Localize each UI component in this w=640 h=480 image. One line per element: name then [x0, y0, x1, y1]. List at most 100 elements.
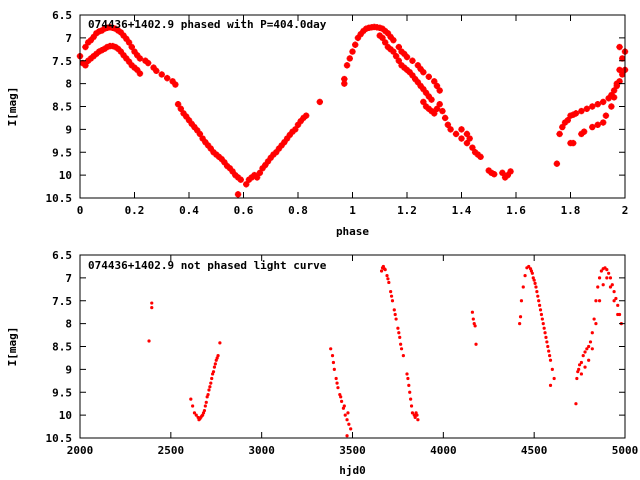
phased-data-point — [101, 45, 108, 53]
unphased-data-point — [407, 383, 411, 387]
phased-data-point — [354, 34, 362, 42]
phased-data-point — [420, 85, 427, 93]
unphased-data-point — [577, 367, 581, 371]
phased-data-point — [278, 142, 285, 149]
phased-data-point — [172, 81, 179, 88]
unphased-data-point — [519, 299, 524, 303]
unphased-data-point — [594, 322, 598, 326]
phased-data-point — [125, 58, 133, 65]
phased-data-point — [114, 45, 122, 53]
phased-data-point — [600, 98, 607, 106]
unphased-data-point — [471, 317, 475, 321]
phased-data-point — [436, 101, 443, 108]
phased-data-point — [226, 165, 234, 172]
phased-data-point — [245, 176, 253, 183]
phased-data-point — [292, 126, 299, 133]
phased-data-point — [428, 96, 435, 103]
phased-data-point — [343, 62, 351, 69]
phased-data-point — [594, 101, 601, 108]
unphased-data-point — [537, 299, 541, 303]
unphased-y-tick-label: 6.5 — [52, 249, 72, 262]
phased-data-point — [316, 98, 323, 106]
unphased-data-point — [399, 342, 403, 346]
unphased-y-tick-label: 7 — [65, 272, 72, 285]
phased-data-point — [256, 169, 264, 177]
unphased-data-point — [410, 411, 415, 415]
phased-data-point — [87, 36, 95, 44]
phased-data-point — [425, 105, 432, 112]
unphased-data-point — [548, 383, 553, 387]
unphased-x-tick-label: 3500 — [339, 444, 366, 457]
phased-data-point — [499, 169, 506, 177]
phased-data-point — [193, 127, 201, 134]
phased-data-point — [422, 89, 430, 96]
unphased-data-point — [203, 404, 207, 408]
unphased-data-point — [612, 290, 616, 294]
unphased-data-point — [583, 350, 587, 354]
unphased-data-point — [470, 310, 474, 314]
unphased-data-point — [209, 381, 213, 385]
unphased-data-point — [390, 299, 395, 303]
phased-data-point — [382, 39, 389, 46]
phased-data-point — [112, 25, 119, 32]
unphased-data-point — [396, 326, 400, 330]
phased-data-point — [286, 131, 294, 139]
unphased-data-point — [147, 339, 151, 343]
phased-data-point — [379, 34, 386, 42]
unphased-data-point — [581, 354, 585, 358]
phased-data-point — [169, 78, 176, 85]
phased-data-point — [136, 55, 144, 62]
unphased-chart: 2000 2500 3000 3500 4000 4500 5000 6.5 7 7.5 8 8.5… — [6, 249, 638, 477]
phased-data-point — [417, 65, 424, 73]
phased-data-point — [93, 50, 100, 58]
phased-data-point — [281, 138, 288, 146]
unphased-data-point — [574, 402, 578, 406]
phased-data-point — [589, 123, 596, 131]
unphased-y-axis-label: I[mag] — [6, 327, 19, 367]
phased-data-point — [433, 82, 441, 90]
unphased-data-point — [518, 322, 522, 326]
unphased-data-point — [409, 397, 413, 401]
unphased-y-tick-label: 9 — [65, 363, 72, 376]
unphased-data-point — [548, 354, 552, 358]
phased-data-point — [463, 130, 471, 138]
phased-x-tick-label: 0 — [77, 204, 84, 217]
phased-data-point — [267, 154, 274, 161]
phased-data-point — [158, 71, 165, 78]
phased-data-point — [223, 162, 231, 170]
phased-data-point — [431, 110, 438, 117]
unphased-data-point — [385, 273, 389, 278]
phased-data-point — [463, 139, 471, 147]
unphased-data-point — [150, 306, 154, 310]
unphased-data-point — [614, 296, 618, 301]
unphased-data-point — [597, 276, 602, 280]
unphased-data-point — [408, 390, 412, 394]
phased-data-point — [570, 139, 577, 147]
unphased-data-point — [330, 354, 335, 358]
phased-data-point — [414, 79, 422, 86]
phased-y-tick-label: 8 — [65, 78, 72, 91]
phased-data-point — [289, 128, 296, 135]
unphased-x-tick-label: 2500 — [158, 444, 185, 457]
unphased-data-point — [587, 344, 591, 349]
unphased-data-point — [345, 418, 349, 422]
phased-y-axis-label: I[mag] — [6, 87, 19, 127]
unphased-data-point — [197, 418, 201, 422]
phased-data-point — [144, 59, 152, 67]
unphased-data-point — [413, 415, 417, 420]
unphased-data-point — [538, 303, 542, 307]
unphased-data-point — [545, 340, 549, 344]
phased-data-point — [131, 48, 138, 55]
phased-data-point — [164, 74, 171, 82]
phased-data-point — [589, 103, 596, 110]
phased-data-point — [93, 30, 100, 37]
unphased-data-point — [204, 400, 208, 404]
unphased-x-tick-label: 3000 — [248, 444, 275, 457]
phased-data-point — [248, 174, 255, 181]
phased-data-point — [134, 52, 141, 59]
phased-data-point — [616, 78, 623, 85]
phased-data-point — [425, 73, 432, 80]
phased-data-point — [114, 27, 122, 34]
phased-data-point — [613, 80, 621, 87]
